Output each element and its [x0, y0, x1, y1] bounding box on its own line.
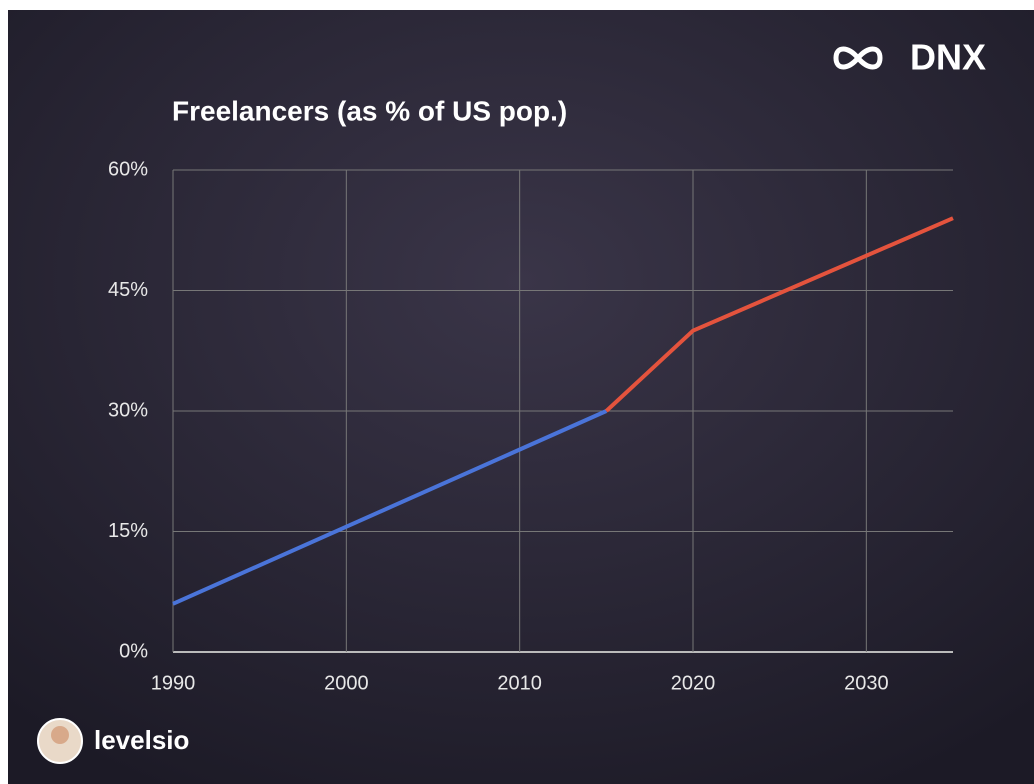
- brand-name: DNX: [910, 37, 986, 78]
- x-tick-label: 2000: [324, 672, 369, 694]
- series-line: [172, 409, 608, 606]
- x-tick-label: 1990: [151, 672, 196, 694]
- y-tick-label: 0%: [119, 640, 148, 662]
- series-line: [604, 216, 954, 413]
- y-tick-label: 30%: [108, 399, 148, 421]
- user: levelsio: [37, 718, 189, 764]
- y-tick-label: 60%: [108, 158, 148, 180]
- chart-title: Freelancers (as % of US pop.): [172, 95, 567, 126]
- username: levelsio: [94, 725, 189, 755]
- brand-logo: DNX: [833, 37, 986, 78]
- x-tick-label: 2020: [671, 672, 716, 694]
- y-tick-label: 15%: [108, 520, 148, 542]
- avatar-face: [51, 726, 69, 744]
- y-tick-label: 45%: [108, 279, 148, 301]
- x-tick-label: 2030: [844, 672, 889, 694]
- background: [8, 10, 1034, 784]
- x-tick-label: 2010: [497, 672, 542, 694]
- infinity-icon: [833, 46, 883, 70]
